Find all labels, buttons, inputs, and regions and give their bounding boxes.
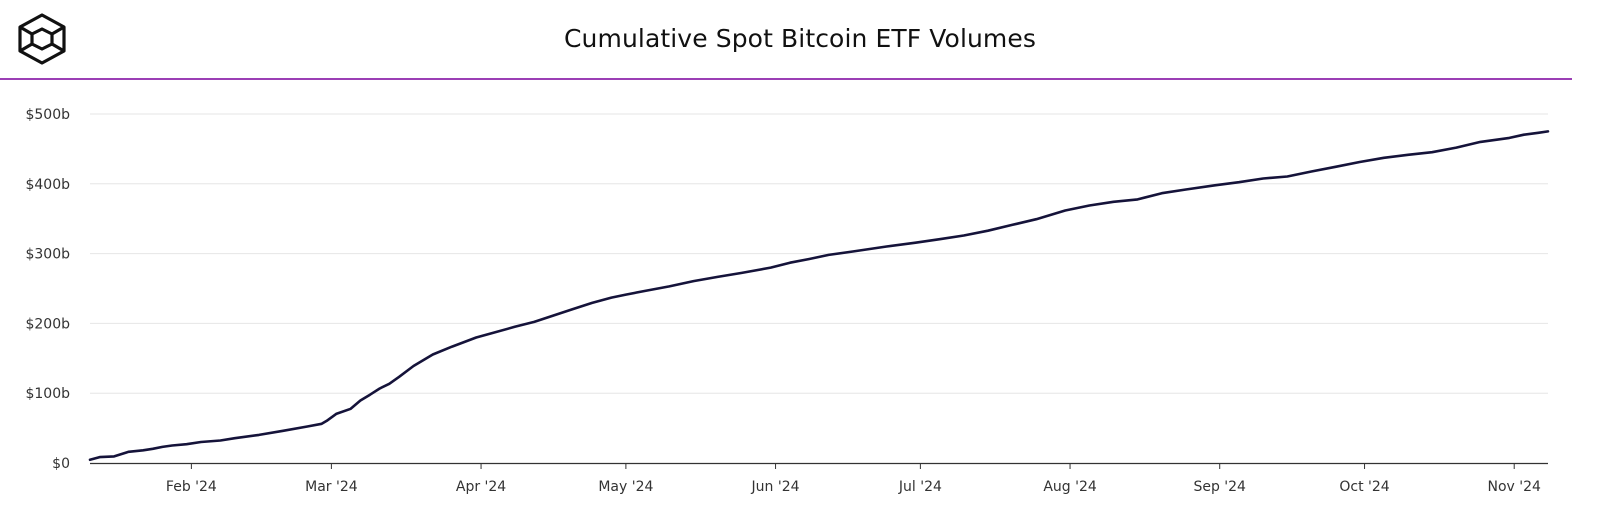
x-tick-label: Oct '24 [1339, 479, 1389, 495]
x-tick-label: Mar '24 [305, 479, 358, 495]
y-tick-labels: $0 $100b $200b $300b $400b $500b [25, 107, 70, 472]
x-tick-labels: Feb '24 Mar '24 Apr '24 May '24 Jun '24 Jul '… [166, 479, 1541, 495]
y-tick-label: $100b [25, 386, 70, 402]
chart-title: Cumulative Spot Bitcoin ETF Volumes [564, 24, 1036, 53]
header: Cumulative Spot Bitcoin ETF Volumes [0, 0, 1600, 80]
x-tick-label: May '24 [598, 479, 653, 495]
y-tick-label: $500b [25, 107, 70, 123]
x-tick-label: Jun '24 [751, 479, 800, 495]
x-tick-label: Apr '24 [456, 479, 506, 495]
x-tick-label: Jul '24 [898, 479, 942, 495]
header-divider [0, 78, 1572, 80]
cube-logo-icon [18, 13, 66, 65]
grid-lines [90, 113, 1548, 394]
y-tick-label: $0 [52, 456, 70, 472]
x-tick-label: Sep '24 [1193, 479, 1246, 495]
y-tick-label: $400b [25, 177, 70, 193]
series-line [88, 130, 1550, 462]
x-tick-label: Aug '24 [1043, 479, 1097, 495]
x-tick-label: Feb '24 [166, 479, 217, 495]
y-tick-label: $200b [25, 316, 70, 332]
x-tick-label: Nov '24 [1487, 479, 1541, 495]
y-tick-label: $300b [25, 247, 70, 263]
